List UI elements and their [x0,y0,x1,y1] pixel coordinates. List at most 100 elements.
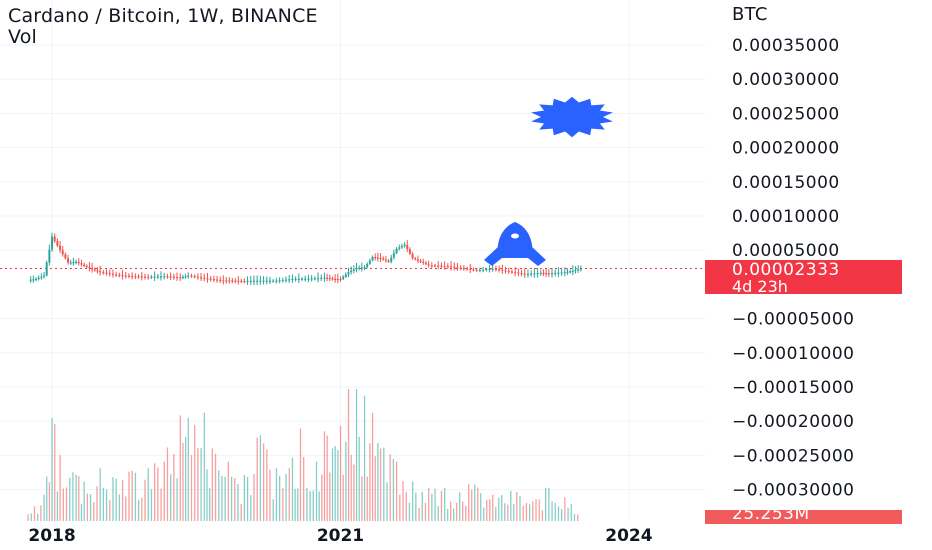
volume-bar [538,499,540,521]
volume-bar [173,454,175,521]
candle [450,266,453,268]
candle [259,280,262,282]
candle [85,265,88,268]
volume-bar [339,425,342,521]
volume-bar [105,489,108,521]
volume-bar [262,443,265,521]
volume-bar [184,437,187,521]
candle [64,254,67,259]
x-tick-label: 2021 [317,526,364,546]
volume-bar [366,476,368,521]
candle [93,269,96,271]
candle [43,275,46,277]
candle [382,258,385,260]
volume-bar [471,489,473,521]
volume-bar [27,514,29,521]
y-tick-label: −0.00005000 [732,310,855,330]
volume-bar [492,494,494,521]
candle [498,269,501,271]
volume-bar [59,455,61,521]
candle [301,278,304,280]
candle [131,275,134,278]
volume-bar [522,505,524,521]
candle [265,280,268,282]
volume-bar [121,480,124,521]
volume-bar [51,418,53,521]
volume-bar [200,448,202,521]
candle [48,249,51,263]
volume-bar [447,508,449,521]
candle [246,280,249,283]
volume-bar [402,480,404,521]
volume-bar [486,499,488,521]
candle [453,266,456,268]
candle [392,253,395,258]
volume-bar [399,494,401,521]
volume-bar [80,503,83,521]
volume-bar [266,449,268,521]
volume-bar [355,389,358,521]
candle [29,279,32,281]
y-tick-label: −0.00015000 [732,378,855,398]
volume-bar [48,482,51,521]
volume-bar [69,477,71,521]
candle [339,278,342,281]
volume-bar [237,484,239,521]
volume-bar [309,491,311,521]
candle [45,262,48,276]
volume-bar [250,495,252,521]
candle [281,279,284,282]
candle [310,278,313,280]
candle [526,273,529,276]
volume-bar [371,412,374,521]
volume-bar [554,502,556,521]
last-volume-value: 25.253M [732,510,810,524]
candle [40,276,43,278]
candle [514,271,517,274]
candle [169,276,172,278]
candle [334,278,337,280]
volume-bar [337,449,339,521]
candle [150,276,153,278]
volume-bar [570,504,572,521]
volume-bar [144,479,146,521]
volume-bar [361,476,363,521]
candle [252,280,255,282]
volume-bar [369,443,371,521]
candle [350,270,353,273]
candle [219,279,222,282]
candle [326,277,329,279]
candle [533,273,536,275]
volume-bar [424,502,427,521]
candle [336,278,339,281]
volume-bar [392,458,395,521]
volume-bar [209,488,211,521]
volume-bar [342,474,344,521]
y-tick-label: 0.00030000 [732,70,840,90]
candle [88,267,91,269]
volume-bar [544,487,547,521]
candle [35,278,38,281]
volume-bar [137,499,140,521]
candle [355,267,358,270]
candle [368,260,371,264]
candle [137,276,140,278]
volume-bar [259,435,262,521]
candle [278,280,281,282]
volume-bar [321,474,323,521]
candle [32,279,35,281]
volume-bar [176,478,178,521]
volume-bar [428,488,430,521]
y-tick-label: −0.00020000 [732,412,855,432]
candle [143,276,146,278]
volume-bar [131,470,133,521]
volume-bar [468,484,470,521]
candle [256,280,259,282]
candle [491,268,494,270]
volume-bar [203,412,205,521]
volume-bar [303,456,305,521]
volume-bar [190,455,193,521]
candle [374,257,377,259]
volume-bar [383,447,385,521]
